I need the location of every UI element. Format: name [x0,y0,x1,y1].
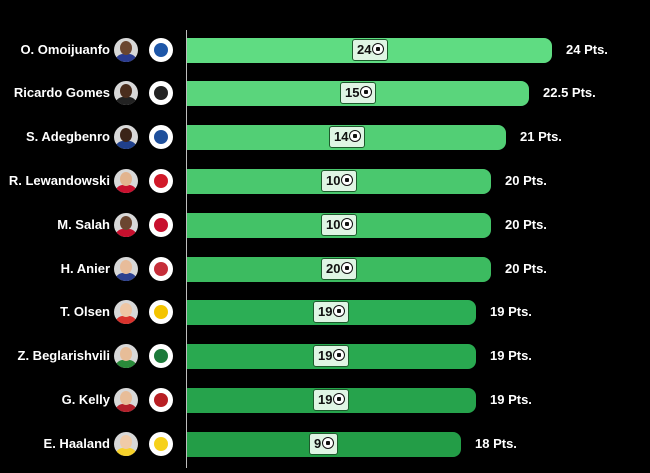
points-value-label: 20 Pts. [505,217,547,232]
player-avatar [114,344,138,368]
goals-value: 14 [334,129,349,144]
football-icon [372,43,385,55]
club-badge-icon [149,38,173,62]
club-badge-icon [149,257,173,281]
goals-value: 24 [357,42,372,57]
points-value-label: 19 Pts. [490,392,532,407]
player-avatar [114,388,138,412]
football-icon [333,393,346,405]
chart-axis-line [186,30,187,468]
football-icon [349,130,362,142]
player-name: H. Anier [60,261,110,276]
points-value-label: 20 Pts. [505,173,547,188]
points-value-label: 21 Pts. [520,129,562,144]
points-value-label: 18 Pts. [475,436,517,451]
club-badge-icon [149,344,173,368]
goals-label: 19 [313,345,350,367]
goals-value: 19 [318,392,333,407]
club-badge-icon [149,213,173,237]
goals-value: 10 [326,173,341,188]
goals-value: 15 [345,85,360,100]
goals-value: 10 [326,217,341,232]
football-icon [333,349,346,361]
goals-label: 14 [329,126,366,148]
goals-label: 10 [321,170,358,192]
player-avatar [114,432,138,456]
player-name: M. Salah [57,217,110,232]
player-name: T. Olsen [60,304,110,319]
points-value-label: 19 Pts. [490,348,532,363]
football-icon [333,305,346,317]
player-avatar [114,300,138,324]
club-badge-icon [149,81,173,105]
points-value-label: 19 Pts. [490,304,532,319]
goals-label: 24 [352,39,389,61]
player-avatar [114,81,138,105]
player-name: E. Haaland [43,436,110,451]
club-badge-icon [149,169,173,193]
football-icon [341,218,354,230]
club-badge-icon [149,432,173,456]
goals-value: 19 [318,348,333,363]
club-badge-icon [149,125,173,149]
points-value-label: 20 Pts. [505,261,547,276]
football-icon [360,86,373,98]
football-icon [322,437,335,449]
football-icon [341,174,354,186]
player-name: G. Kelly [61,392,110,407]
player-avatar [114,125,138,149]
player-avatar [114,257,138,281]
football-icon [341,262,354,274]
goals-label: 19 [313,301,350,323]
goals-label: 9 [309,433,339,455]
points-value-label: 24 Pts. [566,42,608,57]
club-badge-icon [149,388,173,412]
goals-label: 15 [340,82,377,104]
player-name: Z. Beglarishvili [17,348,110,363]
goals-value: 9 [314,436,322,451]
player-name: R. Lewandowski [8,173,110,188]
player-avatar [114,169,138,193]
player-name: O. Omoijuanfo [20,42,110,57]
goals-label: 10 [321,214,358,236]
goals-label: 19 [313,389,350,411]
player-name: Ricardo Gomes [13,85,110,100]
points-value-label: 22.5 Pts. [543,85,596,100]
player-avatar [114,213,138,237]
goals-value: 19 [318,304,333,319]
player-name: S. Adegbenro [25,129,110,144]
player-avatar [114,38,138,62]
goals-label: 20 [321,258,358,280]
goals-value: 20 [326,261,341,276]
club-badge-icon [149,300,173,324]
